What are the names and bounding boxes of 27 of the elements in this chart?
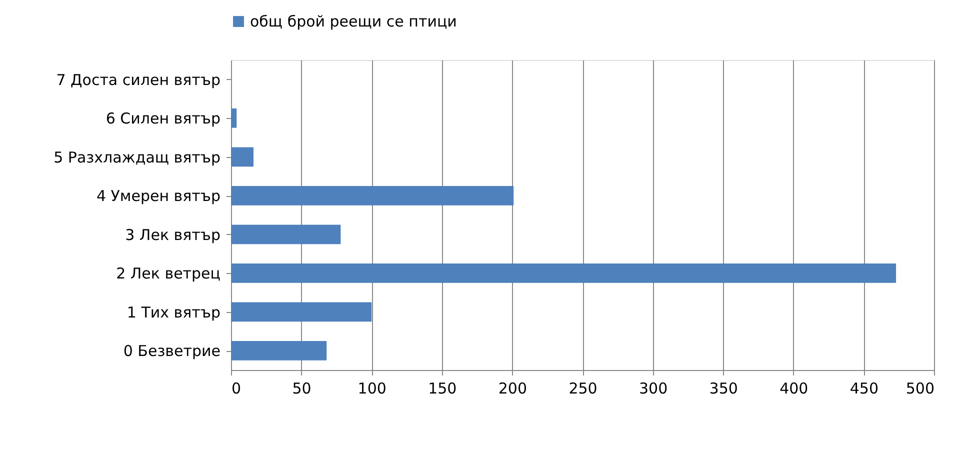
y-tick-label: 5 Разхлаждащ вятър [54, 148, 220, 166]
x-tick-label: 250 [568, 380, 598, 398]
bar [231, 302, 372, 322]
x-tick-label: 400 [780, 380, 808, 398]
bar [231, 186, 514, 206]
y-tick-label: 3 Лек вятър [125, 226, 220, 244]
y-tick-label: 4 Умерен вятър [96, 187, 220, 206]
y-tick-label: 7 Доста силен вятър [56, 70, 220, 89]
x-tick-label: 350 [709, 380, 738, 398]
bar [231, 108, 237, 128]
y-tick-label: 0 Безветрие [123, 342, 220, 360]
y-tick-label: 1 Тих вятър [126, 303, 220, 322]
legend-label: общ брой реещи се птици [250, 12, 457, 30]
bar [231, 340, 327, 360]
x-tick-label: 500 [906, 380, 934, 398]
x-tick-label: 200 [498, 380, 528, 398]
x-tick-label: 150 [428, 380, 457, 398]
y-tick-label: 6 Силен вятър [106, 110, 220, 128]
bar [231, 224, 341, 244]
bar [231, 263, 896, 283]
y-tick-label: 2 Лек ветрец [116, 264, 220, 283]
bar [231, 147, 254, 167]
x-tick-label: 50 [292, 380, 312, 398]
x-tick-label: 0 [232, 380, 242, 398]
x-tick-label: 450 [850, 380, 879, 398]
x-tick-label: 100 [358, 380, 386, 398]
x-tick-label: 300 [638, 380, 668, 398]
